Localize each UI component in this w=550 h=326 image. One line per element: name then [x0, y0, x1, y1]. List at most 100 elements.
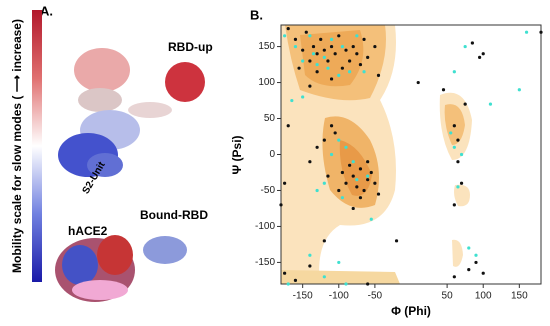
- point: [459, 152, 464, 157]
- point: [456, 160, 460, 164]
- point: [333, 131, 337, 135]
- point: [452, 275, 456, 279]
- density-regions: [281, 25, 472, 284]
- point: [376, 192, 381, 196]
- point: [297, 66, 301, 70]
- point: [470, 41, 474, 45]
- x-tick-label: -100: [329, 291, 349, 302]
- point: [322, 239, 326, 243]
- annotation: hACE2: [68, 224, 108, 238]
- point: [481, 52, 485, 56]
- point: [286, 26, 290, 31]
- point: [344, 181, 348, 185]
- point: [322, 48, 326, 52]
- point: [351, 174, 355, 178]
- point: [322, 275, 326, 279]
- panel-label: A.: [40, 3, 53, 18]
- point: [311, 52, 316, 56]
- point: [452, 124, 456, 128]
- point: [337, 138, 341, 142]
- point: [459, 181, 464, 185]
- x-tick-label: -50: [368, 291, 383, 302]
- point: [348, 59, 352, 63]
- point: [344, 282, 348, 286]
- point: [355, 52, 359, 56]
- point: [366, 174, 370, 178]
- point: [539, 30, 543, 34]
- point: [467, 268, 471, 272]
- point: [293, 44, 298, 49]
- point: [344, 48, 348, 52]
- point: [355, 185, 359, 189]
- point: [394, 239, 399, 243]
- point: [329, 44, 334, 49]
- point: [337, 188, 341, 193]
- point: [308, 59, 312, 63]
- point: [358, 167, 363, 171]
- point: [308, 84, 312, 88]
- point: [315, 52, 319, 56]
- point: [329, 77, 334, 81]
- point: [326, 174, 330, 178]
- x-tick-label: 50: [442, 291, 454, 302]
- point: [467, 246, 471, 250]
- point: [348, 163, 352, 167]
- point: [481, 271, 485, 275]
- point: [322, 55, 326, 59]
- point: [304, 30, 308, 34]
- point: [355, 34, 359, 38]
- point: [308, 34, 312, 38]
- point: [322, 138, 326, 142]
- x-axis-label: Φ (Phi): [391, 304, 431, 318]
- point: [358, 196, 363, 200]
- point: [329, 37, 334, 41]
- point: [366, 160, 370, 164]
- point: [286, 124, 290, 128]
- point: [326, 59, 330, 63]
- point: [340, 196, 344, 200]
- point: [524, 30, 529, 34]
- point: [351, 160, 355, 164]
- protein-structure: [55, 48, 205, 302]
- point: [340, 170, 344, 175]
- point: [283, 34, 287, 38]
- point: [344, 145, 348, 149]
- point: [337, 34, 341, 38]
- colorbar-label: Mobility scale for slow modes ( ⟶ increa…: [10, 19, 24, 273]
- point: [326, 66, 330, 70]
- point: [376, 73, 381, 77]
- point: [337, 73, 341, 77]
- point: [286, 282, 290, 286]
- point: [308, 264, 312, 268]
- point: [474, 260, 478, 265]
- x-tick-label: 100: [475, 291, 492, 302]
- point: [283, 181, 287, 185]
- y-tick-label: 150: [258, 41, 275, 52]
- annotation: RBD-up: [168, 40, 213, 54]
- point: [452, 145, 456, 149]
- point: [373, 44, 377, 49]
- annotation: Bound-RBD: [140, 208, 208, 222]
- point: [517, 88, 521, 92]
- point: [456, 185, 460, 189]
- point: [456, 138, 460, 142]
- point: [308, 160, 312, 164]
- point: [315, 70, 319, 74]
- point: [369, 217, 373, 221]
- point: [474, 253, 478, 257]
- point: [351, 206, 355, 211]
- point: [340, 66, 344, 70]
- colorbar: [32, 10, 42, 282]
- point: [319, 37, 323, 41]
- point: [301, 59, 305, 63]
- point: [283, 271, 287, 275]
- point: [362, 70, 366, 74]
- point: [311, 44, 316, 49]
- point: [329, 152, 334, 157]
- y-tick-label: 0: [269, 149, 275, 160]
- point: [449, 131, 453, 135]
- point: [452, 203, 456, 207]
- point: [478, 55, 482, 59]
- point: [301, 95, 305, 99]
